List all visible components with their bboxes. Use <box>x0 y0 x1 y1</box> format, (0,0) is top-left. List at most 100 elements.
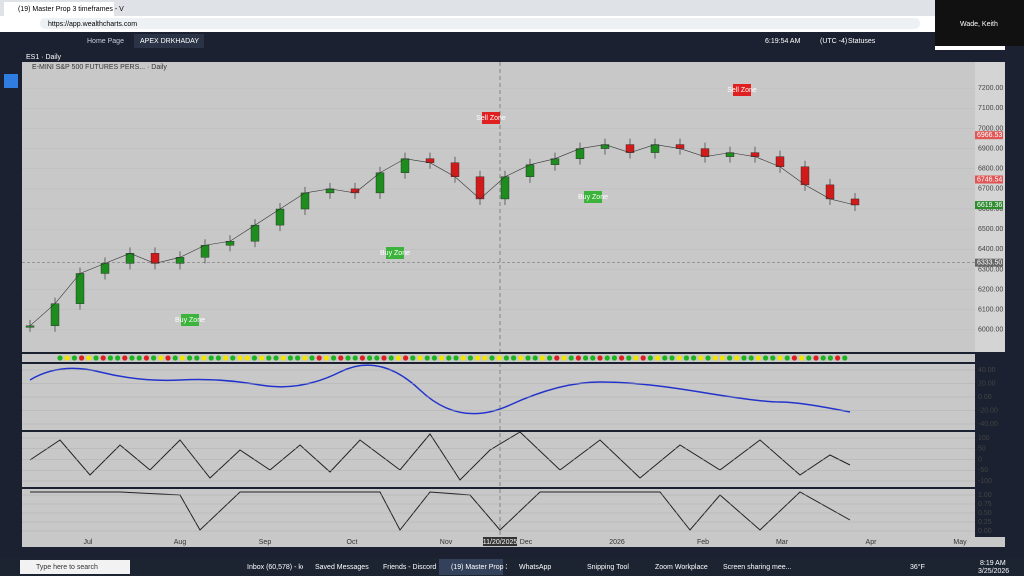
symbol: ES1 · Daily <box>26 54 62 61</box>
taskbar-app[interactable] <box>235 559 299 575</box>
signal-dot <box>237 355 243 361</box>
taskbar-app-label: Zoom Workplace <box>655 564 708 571</box>
candle <box>525 164 535 177</box>
signal-dot <box>215 355 221 361</box>
signal-dot <box>136 355 142 361</box>
panel-label: 1.00 <box>978 492 992 499</box>
signal-dot <box>791 355 798 361</box>
zone-badge <box>482 112 500 124</box>
candle <box>200 245 210 258</box>
candle <box>450 162 460 177</box>
taskbar-app[interactable] <box>643 559 707 575</box>
add-button[interactable] <box>4 74 18 88</box>
taskbar-app[interactable] <box>507 559 571 575</box>
signal-dot <box>518 355 524 361</box>
candle <box>50 303 60 327</box>
signal-dot <box>547 355 553 361</box>
signal-dot <box>122 355 128 361</box>
address-bar[interactable] <box>40 18 920 29</box>
y-tick-label: 6600.00 <box>978 206 1003 213</box>
signal-dot <box>417 355 423 361</box>
signal-dot <box>734 355 740 361</box>
signal-dot <box>611 355 618 361</box>
signal-dot <box>503 355 509 361</box>
x-tick-label: Jul <box>84 539 93 546</box>
y-tick-label: 6800.00 <box>978 166 1003 173</box>
signal-dot <box>604 355 610 361</box>
tab[interactable] <box>4 2 114 16</box>
signal-dot <box>129 355 135 361</box>
taskbar-app[interactable] <box>575 559 639 575</box>
candle <box>475 176 485 200</box>
taskbar-app[interactable] <box>439 559 503 575</box>
signal-dot <box>395 355 401 361</box>
tab-label[interactable]: APEX DRKHADAY <box>140 38 199 45</box>
x-tick-label: Aug <box>174 539 187 546</box>
price-tag <box>975 258 1003 267</box>
signal-dot <box>316 355 322 361</box>
taskbar-app[interactable] <box>303 559 367 575</box>
candle <box>100 263 110 274</box>
right-sidebar <box>1005 46 1024 558</box>
panel-label: 0.25 <box>978 519 992 526</box>
panel-label: 20.00 <box>978 380 996 387</box>
signal-dot <box>230 355 236 361</box>
signal-dot <box>669 355 675 361</box>
signal-dot <box>676 355 682 361</box>
candle <box>250 224 260 242</box>
signal-dot <box>655 355 661 361</box>
tab-label[interactable]: Home Page <box>87 38 124 45</box>
signal-dot <box>691 355 697 361</box>
signal-dot <box>561 355 567 361</box>
statuses[interactable]: Statuses <box>848 38 876 45</box>
signal-dot <box>525 355 531 361</box>
zone-badge <box>181 314 199 326</box>
taskbar-app[interactable] <box>371 559 435 575</box>
signal-dot <box>755 355 762 361</box>
y-tick-label: 6100.00 <box>978 307 1003 314</box>
signal-dot <box>287 355 293 361</box>
signal-dot <box>201 355 207 361</box>
x-tick-label: Apr <box>866 539 878 546</box>
taskbar-app-label: Inbox (60,578) - kei... <box>247 564 313 571</box>
signal-dot <box>619 355 625 361</box>
candle <box>775 156 785 167</box>
signal-dot <box>223 355 229 361</box>
signal-dot <box>151 355 157 361</box>
x-tick-label: Oct <box>347 539 358 546</box>
panel-label: -100 <box>978 478 992 485</box>
y-tick-label: 6900.00 <box>978 145 1003 152</box>
candle <box>25 325 35 328</box>
signal-dot <box>187 355 193 361</box>
signal-dot <box>626 355 632 361</box>
signal-dot <box>554 355 560 361</box>
signal-dot <box>338 355 344 361</box>
taskbar-date: 3/25/2026 <box>978 568 1009 575</box>
zone-label: Buy Zone <box>578 194 608 201</box>
search-box[interactable] <box>20 560 130 574</box>
taskbar-app-label: Saved Messages - ... <box>315 564 381 571</box>
candle <box>75 273 85 304</box>
zone-label: Sell Zone <box>476 115 506 122</box>
x-tick-label: 2026 <box>609 539 625 546</box>
active-tab[interactable] <box>134 34 204 48</box>
taskbar-app[interactable] <box>711 559 775 575</box>
cycle-line <box>29 431 851 481</box>
signal-dot <box>165 355 171 361</box>
panel-label: 0.00 <box>978 528 992 535</box>
signal-dot <box>367 355 373 361</box>
signal-dot <box>633 355 639 361</box>
signal-dot <box>57 355 63 361</box>
crosshair-date: 11/20/2025 <box>483 539 518 546</box>
y-tick-label: 6500.00 <box>978 226 1003 233</box>
x-tick-label: Sep <box>259 539 272 546</box>
price-tag <box>975 175 1003 184</box>
y-tick-label: 6300.00 <box>978 266 1003 273</box>
left-sidebar <box>0 50 22 558</box>
candle <box>800 166 810 186</box>
signal-dot <box>194 355 200 361</box>
candle <box>150 253 160 264</box>
signal-dot <box>784 355 790 361</box>
signal-dot <box>712 355 718 361</box>
zone-badge <box>584 191 602 203</box>
